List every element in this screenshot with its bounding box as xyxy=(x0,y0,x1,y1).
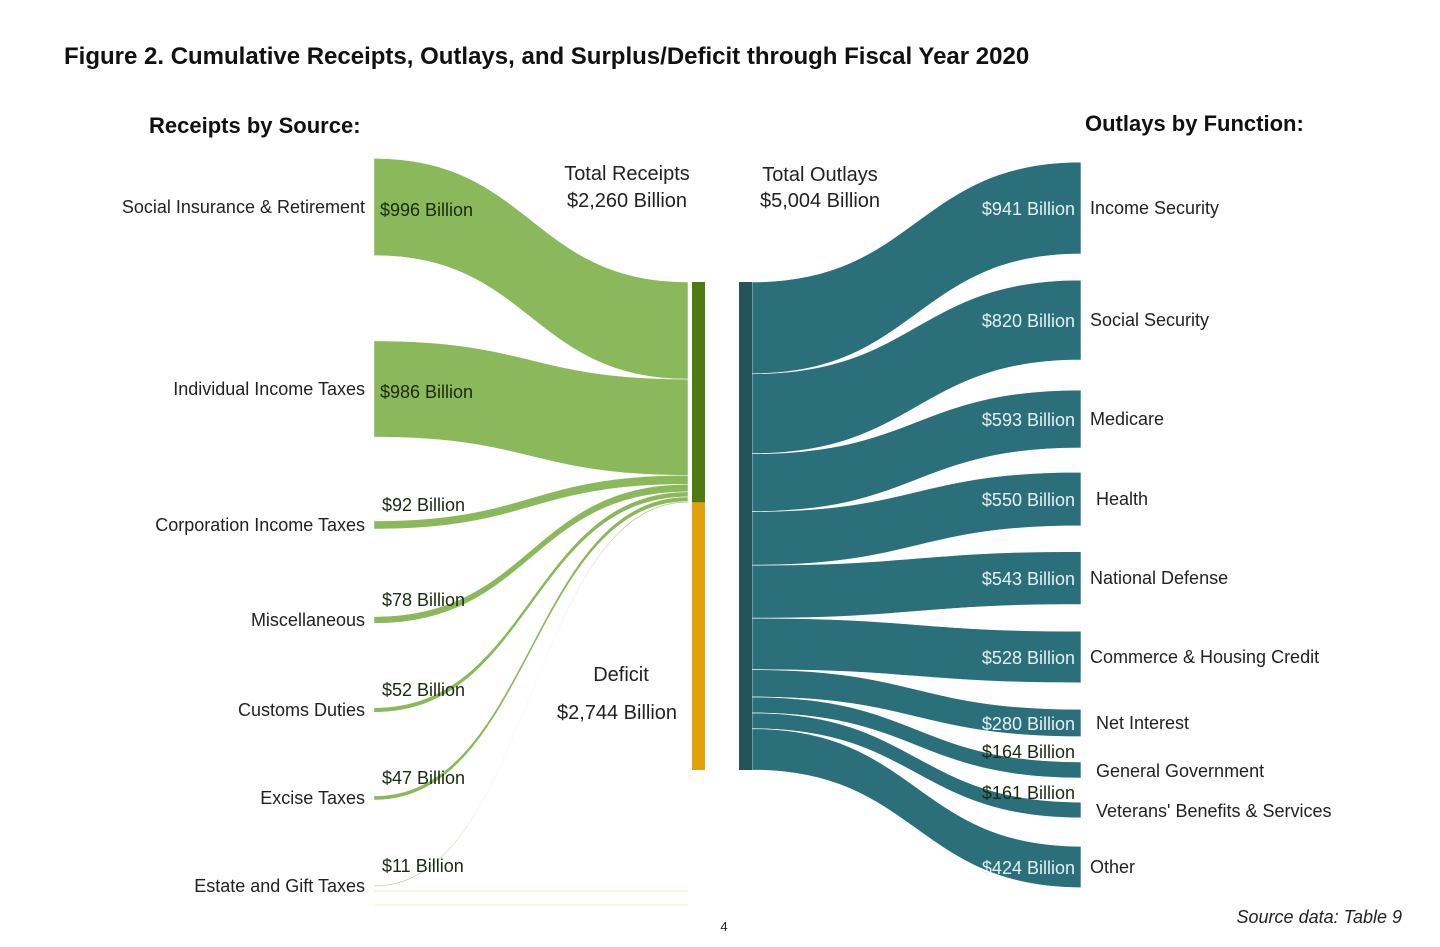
outlay-flow-income-security xyxy=(751,161,1082,375)
outlay-value-national-defense: $543 Billion xyxy=(982,569,1075,589)
outlay-value-social-security: $820 Billion xyxy=(982,311,1075,331)
deficit-value: $2,744 Billion xyxy=(557,702,677,724)
outlay-name-national-defense: National Defense xyxy=(1090,568,1228,588)
deficit-label: Deficit xyxy=(593,664,649,686)
outlay-flow-national-defense xyxy=(751,551,1082,619)
receipt-value-estate-and-gift-taxes: $11 Billion xyxy=(382,856,464,876)
receipt-name-excise-taxes: Excise Taxes xyxy=(260,788,365,808)
outlay-flows xyxy=(751,161,1082,888)
total-outlays-label: Total Outlays xyxy=(762,164,878,186)
outlay-value-veterans-benefits-services: $161 Billion xyxy=(982,783,1075,803)
outlays-heading: Outlays by Function: xyxy=(1085,111,1304,136)
page-number: 4 xyxy=(720,919,727,934)
outlay-value-net-interest: $280 Billion xyxy=(982,714,1075,734)
outlay-value-commerce-housing-credit: $528 Billion xyxy=(982,648,1075,668)
outlay-value-medicare: $593 Billion xyxy=(982,410,1075,430)
source-note: Source data: Table 9 xyxy=(1237,907,1402,927)
total-outlays-value: $5,004 Billion xyxy=(760,190,880,212)
receipt-value-corporation-income-taxes: $92 Billion xyxy=(382,495,465,515)
total-outlays-bar xyxy=(739,282,752,770)
outlay-labels: Income Security $941 Billion Social Securi… xyxy=(982,198,1332,878)
total-receipts-label: Total Receipts xyxy=(564,163,690,185)
receipt-value-customs-duties: $52 Billion xyxy=(382,680,465,700)
outlay-flow-social-security xyxy=(751,279,1082,455)
total-receipts-bar xyxy=(692,282,705,503)
outlay-name-veterans-benefits-services: Veterans' Benefits & Services xyxy=(1096,801,1332,821)
outlay-flow-net-interest xyxy=(751,669,1082,737)
outlay-name-commerce-housing-credit: Commerce & Housing Credit xyxy=(1090,647,1319,667)
receipt-name-individual-income-taxes: Individual Income Taxes xyxy=(173,379,365,399)
outlay-value-income-security: $941 Billion xyxy=(982,199,1075,219)
outlay-flow-health xyxy=(751,471,1082,566)
outlay-name-other: Other xyxy=(1090,857,1135,877)
chart-title: Figure 2. Cumulative Receipts, Outlays, … xyxy=(64,43,1029,70)
receipt-flow-excise-taxes xyxy=(373,496,689,801)
outlay-flow-general-government xyxy=(751,696,1082,779)
total-receipts-value: $2,260 Billion xyxy=(567,190,687,212)
outlay-flow-other xyxy=(751,728,1082,888)
receipt-flow-estate-and-gift-taxes xyxy=(373,501,689,887)
receipt-name-corporation-income-taxes: Corporation Income Taxes xyxy=(155,515,365,535)
outlay-value-general-government: $164 Billion xyxy=(982,742,1075,762)
outlay-flow-commerce-housing-credit xyxy=(751,617,1082,684)
receipt-flows xyxy=(373,158,689,887)
receipt-value-excise-taxes: $47 Billion xyxy=(382,768,465,788)
outlay-name-income-security: Income Security xyxy=(1090,198,1219,218)
receipt-name-social-insurance-retirement: Social Insurance & Retirement xyxy=(122,197,365,217)
receipt-name-miscellaneous: Miscellaneous xyxy=(251,610,365,630)
outlay-name-social-security: Social Security xyxy=(1090,310,1209,330)
outlay-name-general-government: General Government xyxy=(1096,761,1264,781)
receipt-value-social-insurance-retirement: $996 Billion xyxy=(380,200,473,220)
deficit-bar xyxy=(692,502,705,770)
outlay-name-net-interest: Net Interest xyxy=(1096,713,1189,733)
receipts-heading: Receipts by Source: xyxy=(149,113,361,138)
receipt-name-customs-duties: Customs Duties xyxy=(238,700,365,720)
outlay-value-health: $550 Billion xyxy=(982,490,1075,510)
outlay-name-health: Health xyxy=(1096,489,1148,509)
receipt-name-estate-and-gift-taxes: Estate and Gift Taxes xyxy=(194,876,365,896)
outlay-value-other: $424 Billion xyxy=(982,858,1075,878)
outlay-flow-veterans-benefits-services xyxy=(751,712,1082,819)
outlay-flow-medicare xyxy=(751,389,1082,512)
outlay-name-medicare: Medicare xyxy=(1090,409,1164,429)
receipt-value-miscellaneous: $78 Billion xyxy=(382,590,465,610)
receipt-value-individual-income-taxes: $986 Billion xyxy=(380,382,473,402)
receipt-labels: Social Insurance & Retirement $996 Billio… xyxy=(122,197,473,896)
